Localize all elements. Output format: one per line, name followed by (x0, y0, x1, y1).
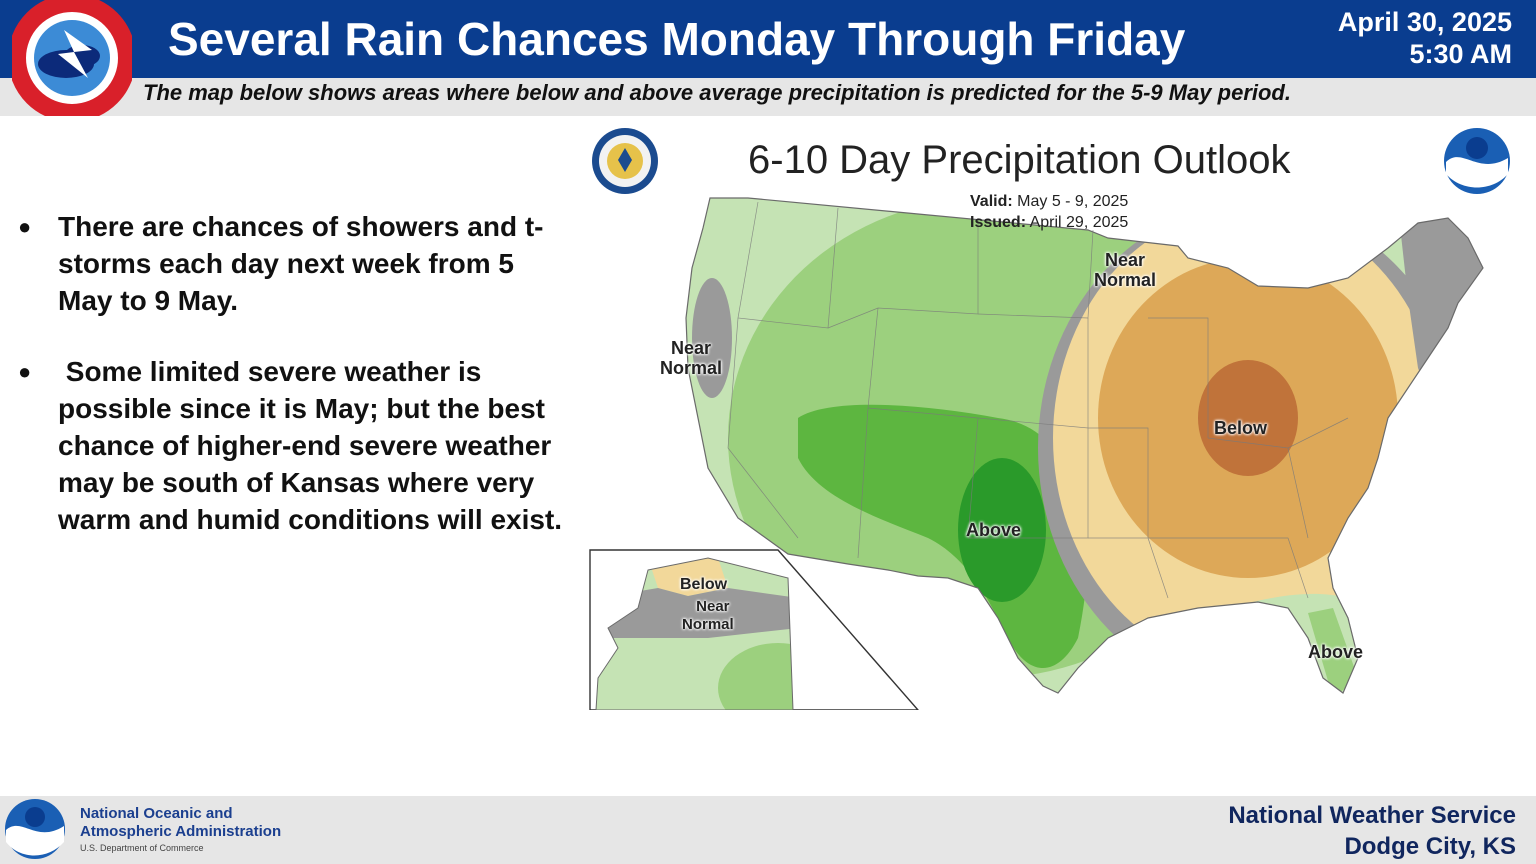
date-text: April 30, 2025 (1337, 7, 1512, 37)
commerce-seal-icon (592, 128, 658, 194)
bullet-list: ● There are chances of showers and t-sto… (18, 208, 578, 572)
time-text: 5:30 AM (1409, 39, 1512, 69)
footer-office: National Weather Service Dodge City, KS (1228, 800, 1516, 862)
subtitle: The map below shows areas where below an… (143, 80, 1291, 105)
footer-department: U.S. Department of Commerce (80, 843, 204, 853)
nws-logo-icon (12, 0, 132, 116)
noaa-seal-icon (1444, 128, 1510, 194)
page-title: Several Rain Chances Monday Through Frid… (168, 13, 1186, 65)
footer-band (0, 796, 1536, 864)
valid-value: May 5 - 9, 2025 (1017, 193, 1129, 210)
bullet-text: There are chances of showers and t-storm… (58, 211, 544, 316)
bullet-dot-icon: ● (18, 214, 32, 239)
valid-label: Valid: (970, 193, 1013, 210)
bullet-text: Some limited severe weather is possible … (58, 356, 563, 535)
map-label-line: Normal (660, 358, 723, 378)
noaa-logo-icon (5, 799, 65, 859)
conus-outline (685, 197, 1484, 694)
map-label-above-florida: Above (1308, 642, 1364, 662)
date-block: April 30, 2025 5:30 AM (1338, 6, 1512, 70)
map-label-line: Near (696, 598, 730, 615)
bullet-item: ● Some limited severe weather is possibl… (18, 353, 578, 538)
map-label-line: Near (1104, 250, 1146, 270)
issued-value: April 29, 2025 (1029, 214, 1129, 231)
agency-line: Atmospheric Administration (80, 823, 282, 840)
map-meta: Valid: May 5 - 9, 2025 Issued: April 29,… (970, 191, 1128, 233)
bullet-item: ● There are chances of showers and t-sto… (18, 208, 578, 319)
header-band (0, 0, 1536, 78)
alaska-outline (595, 557, 794, 710)
issued-label: Issued: (970, 214, 1027, 231)
footer-agency: National Oceanic and Atmospheric Adminis… (80, 805, 281, 841)
map-label-above-plains: Above (966, 520, 1022, 540)
map-graphic (589, 197, 1484, 710)
conus-shading (686, 198, 1483, 693)
map-label-near-normal-north: Near Normal (1094, 250, 1156, 290)
subtitle-band (0, 78, 1536, 116)
bullet-dot-icon: ● (18, 359, 32, 384)
map-label-line: Normal (1094, 270, 1157, 290)
map-label-below-midwest: Below (1214, 418, 1268, 438)
alaska-shading (596, 558, 793, 710)
agency-line: National Oceanic and (80, 805, 233, 822)
map-label-line: Near (670, 338, 712, 358)
office-line: Dodge City, KS (1344, 833, 1516, 860)
office-line: National Weather Service (1228, 802, 1516, 829)
map-label-alaska-near-normal: Near Normal (682, 598, 734, 634)
map-title: 6-10 Day Precipitation Outlook (748, 138, 1291, 182)
state-lines (727, 201, 1349, 599)
map-label-near-normal-west: Near Normal (660, 338, 722, 378)
map-label-line: Normal (682, 616, 734, 633)
map-label-alaska-below: Below (680, 576, 728, 593)
precip-outlook-map: 6-10 Day Precipitation Outlook Valid: Ma… (588, 118, 1528, 710)
